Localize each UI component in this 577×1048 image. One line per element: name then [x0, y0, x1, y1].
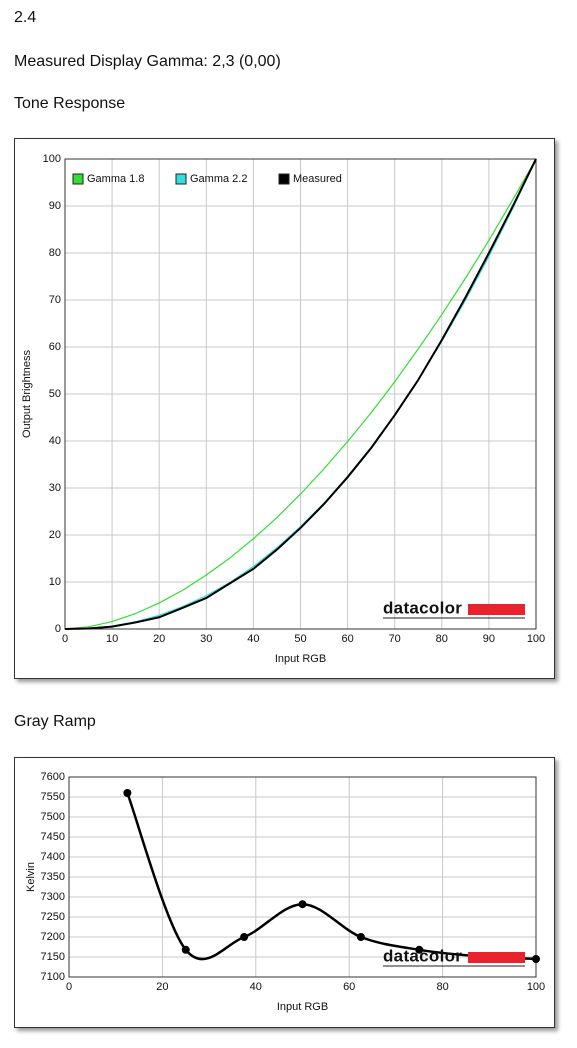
y-tick-label: 30	[49, 482, 61, 494]
legend-swatch	[278, 173, 290, 185]
x-tick-label: 80	[436, 981, 448, 993]
series-line	[126, 792, 537, 961]
legend-swatch	[175, 173, 187, 185]
chart-frame: 7100 7150 7200 7250 7300 7350 7400 7450 7500 7550…	[14, 757, 555, 1028]
data-point	[356, 933, 365, 941]
x-tick-label: 0	[66, 981, 72, 993]
y-tick-label: 7600	[41, 771, 65, 783]
x-tick-label: 40	[247, 633, 259, 645]
y-tick-label: 7400	[41, 851, 65, 863]
series-line	[64, 158, 537, 630]
x-tick-label: 30	[200, 633, 212, 645]
y-tick-label: 50	[49, 388, 61, 400]
x-axis-title: Input RGB	[277, 1001, 328, 1013]
legend-label: Gamma 2.2	[190, 173, 247, 185]
x-tick-label: 100	[527, 981, 545, 993]
plot-border	[68, 776, 537, 978]
chart: 0 10 20 30 40 50 60 70 80 90 100 0 10 20 30 40 50 60 70 80 9…	[21, 153, 545, 665]
y-tick-label: 7550	[41, 791, 65, 803]
data-point	[123, 789, 132, 797]
subtitle: Measured Display Gamma: 2,3 (0,00)	[14, 53, 281, 70]
legend-label: Gamma 1.8	[87, 173, 144, 185]
y-tick-label: 7250	[41, 911, 65, 923]
x-tick-label: 100	[527, 633, 545, 645]
data-point	[240, 933, 249, 941]
y-tick-label: 7200	[41, 931, 65, 943]
y-tick-label: 90	[49, 200, 61, 212]
y-tick-label: 10	[49, 576, 61, 588]
watermark-bar	[468, 604, 525, 615]
y-tick-label: 20	[49, 529, 61, 541]
chart-frame: 0 10 20 30 40 50 60 70 80 90 100 0 10 20 30 40 50 60 70 80 9…	[14, 138, 555, 679]
x-tick-label: 10	[106, 633, 118, 645]
x-tick-label: 70	[389, 633, 401, 645]
y-tick-label: 7300	[41, 891, 65, 903]
page-title: 2.4	[14, 9, 37, 26]
chart-title: Gray Ramp	[14, 713, 96, 730]
legend-label: Measured	[293, 173, 342, 185]
data-point	[181, 945, 190, 954]
plot-border	[64, 158, 537, 630]
y-axis-title: Output Brightness	[21, 349, 33, 438]
legend-swatch	[72, 173, 84, 185]
data-point	[532, 955, 540, 963]
x-axis-title: Input RGB	[275, 653, 326, 665]
x-tick-label: 80	[436, 633, 448, 645]
data-point	[298, 900, 307, 909]
chart: 7100 7150 7200 7250 7300 7350 7400 7450 7500 7550…	[25, 771, 545, 1013]
y-tick-label: 60	[49, 341, 61, 353]
y-tick-label: 0	[55, 623, 61, 635]
watermark: datacolor	[383, 946, 462, 965]
x-tick-label: 60	[341, 633, 353, 645]
x-tick-label: 60	[343, 981, 355, 993]
y-tick-label: 7150	[41, 951, 65, 963]
y-tick-label: 7500	[41, 811, 65, 823]
x-tick-label: 20	[156, 981, 168, 993]
y-tick-label: 7450	[41, 831, 65, 843]
x-tick-label: 0	[62, 633, 68, 645]
x-tick-label: 50	[294, 633, 306, 645]
y-tick-label: 100	[43, 153, 61, 165]
y-tick-label: 40	[49, 435, 61, 447]
chart-title: Tone Response	[14, 95, 126, 112]
series-line	[64, 158, 537, 630]
watermark: datacolor	[383, 598, 462, 617]
x-tick-label: 40	[250, 981, 262, 993]
y-tick-label: 70	[49, 294, 61, 306]
data-point	[415, 945, 424, 954]
watermark-bar	[468, 952, 525, 963]
x-tick-label: 90	[483, 633, 495, 645]
y-axis-title: Kelvin	[25, 862, 37, 892]
y-tick-label: 7100	[41, 971, 65, 983]
y-tick-label: 7350	[41, 871, 65, 883]
x-tick-label: 20	[153, 633, 165, 645]
y-tick-label: 80	[49, 247, 61, 259]
